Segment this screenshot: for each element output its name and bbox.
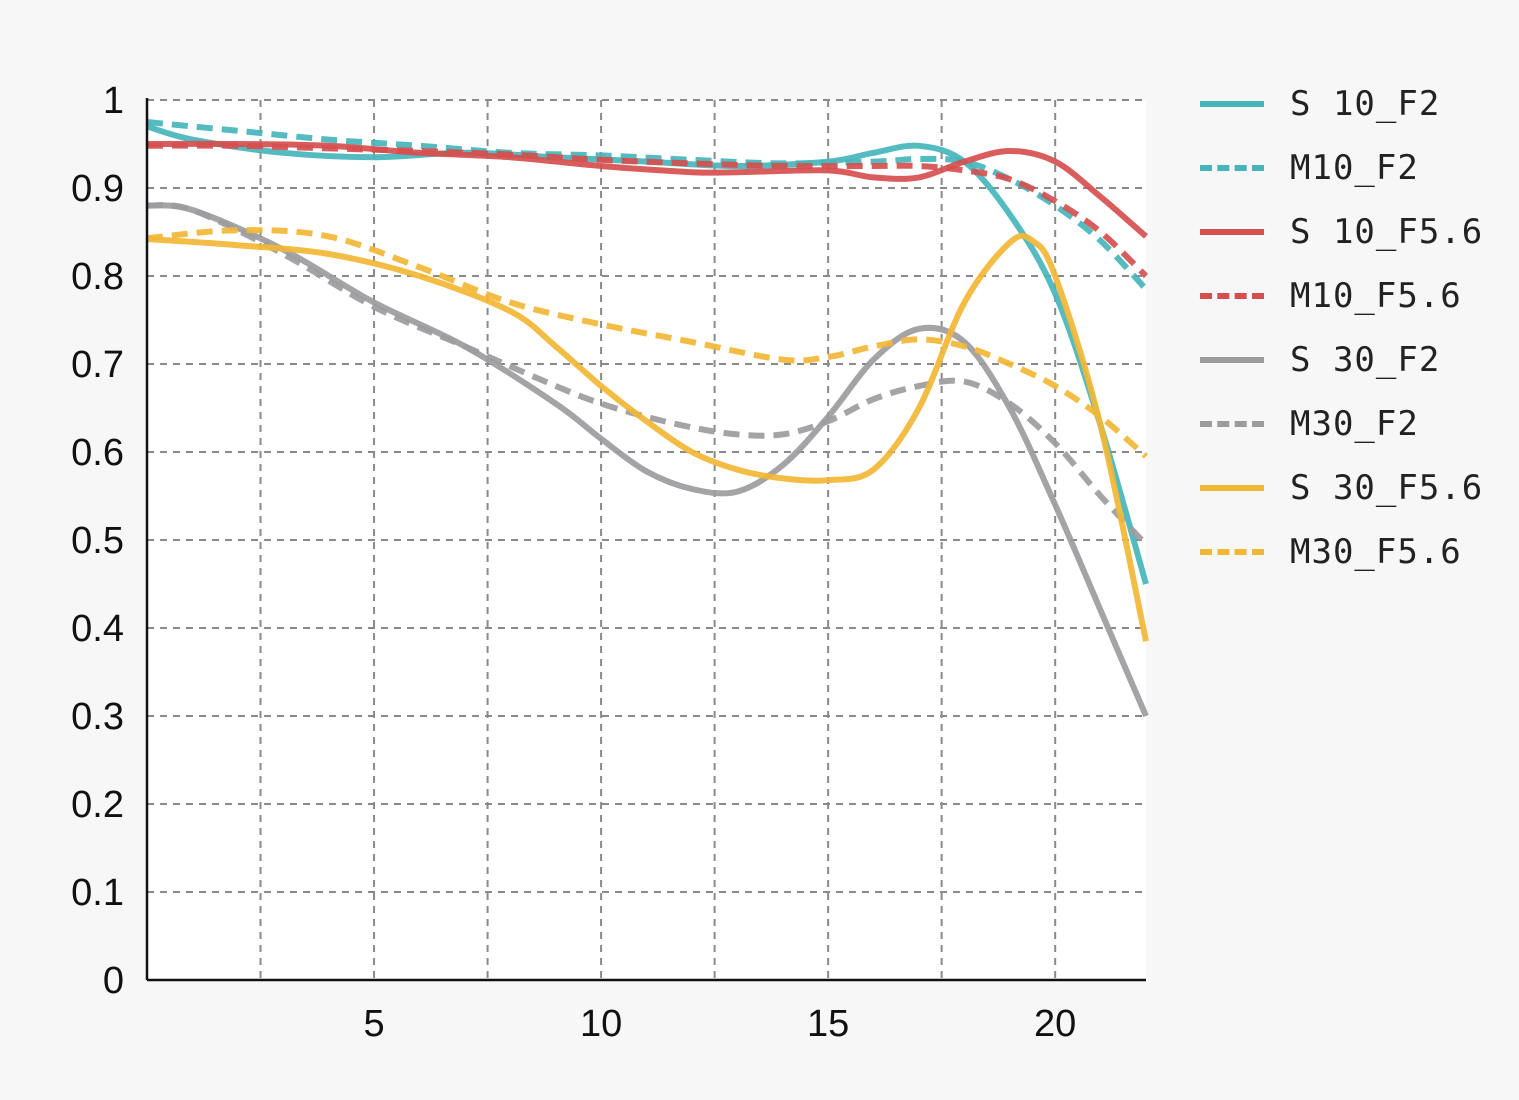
legend-swatch <box>1200 421 1264 427</box>
y-tick-label: 1 <box>103 80 124 122</box>
legend-label: M10_F2 <box>1290 148 1419 188</box>
y-tick-label: 0.2 <box>71 784 124 826</box>
y-tick-label: 0.3 <box>71 696 124 738</box>
grid-layer <box>147 99 1146 980</box>
y-tick-label: 0.5 <box>71 520 124 562</box>
series-layer <box>146 119 1149 718</box>
chart-legend: S 10_F2 M10_F2 S 10_F5.6 M10_F5.6 S 30_F2 M30… <box>1200 72 1500 584</box>
legend-item: S 30_F2 <box>1200 328 1500 392</box>
series-line-m10-f5-6 <box>146 142 1149 279</box>
y-tick-label: 0.4 <box>71 608 124 650</box>
series-line-m30-f5-6 <box>146 227 1148 459</box>
legend-item: M30_F2 <box>1200 392 1500 456</box>
legend-label: M30_F2 <box>1290 404 1419 444</box>
x-tick-label: 20 <box>1034 1003 1076 1045</box>
x-tick-label: 5 <box>363 1003 384 1045</box>
legend-swatch <box>1200 357 1264 363</box>
legend-swatch <box>1200 165 1264 171</box>
legend-item: S 10_F2 <box>1200 72 1500 136</box>
x-tick-label: 10 <box>580 1003 622 1045</box>
legend-label: S 10_F2 <box>1290 84 1441 124</box>
legend-label: S 30_F2 <box>1290 340 1441 380</box>
legend-item: S 10_F5.6 <box>1200 200 1500 264</box>
y-tick-label: 0.7 <box>71 344 124 386</box>
series-line-m30-f2 <box>146 202 1149 547</box>
legend-label: S 10_F5.6 <box>1290 212 1484 252</box>
legend-item: M10_F2 <box>1200 136 1500 200</box>
legend-label: M10_F5.6 <box>1290 276 1462 316</box>
y-tick-label: 0.8 <box>71 256 124 298</box>
tick-label-layer: 00.10.20.30.40.50.60.70.80.915 10 15 20 <box>71 80 1076 1045</box>
x-tick-label: 15 <box>807 1003 849 1045</box>
legend-label: M30_F5.6 <box>1290 532 1462 572</box>
series-line-s-30-f2 <box>146 202 1149 718</box>
legend-item: M10_F5.6 <box>1200 264 1500 328</box>
y-tick-label: 0.1 <box>71 872 124 914</box>
legend-swatch <box>1200 101 1264 107</box>
y-tick-label: 0.6 <box>71 432 124 474</box>
y-tick-label: 0 <box>103 960 124 1002</box>
y-tick-label: 0.9 <box>71 168 124 210</box>
legend-swatch <box>1200 549 1264 555</box>
legend-item: M30_F5.6 <box>1200 520 1500 584</box>
legend-item: S 30_F5.6 <box>1200 456 1500 520</box>
legend-swatch <box>1200 485 1264 491</box>
legend-label: S 30_F5.6 <box>1290 468 1484 508</box>
legend-swatch <box>1200 293 1264 299</box>
axis-layer <box>145 98 1146 982</box>
legend-swatch <box>1200 229 1264 235</box>
series-line-s-30-f5-6 <box>146 232 1149 642</box>
